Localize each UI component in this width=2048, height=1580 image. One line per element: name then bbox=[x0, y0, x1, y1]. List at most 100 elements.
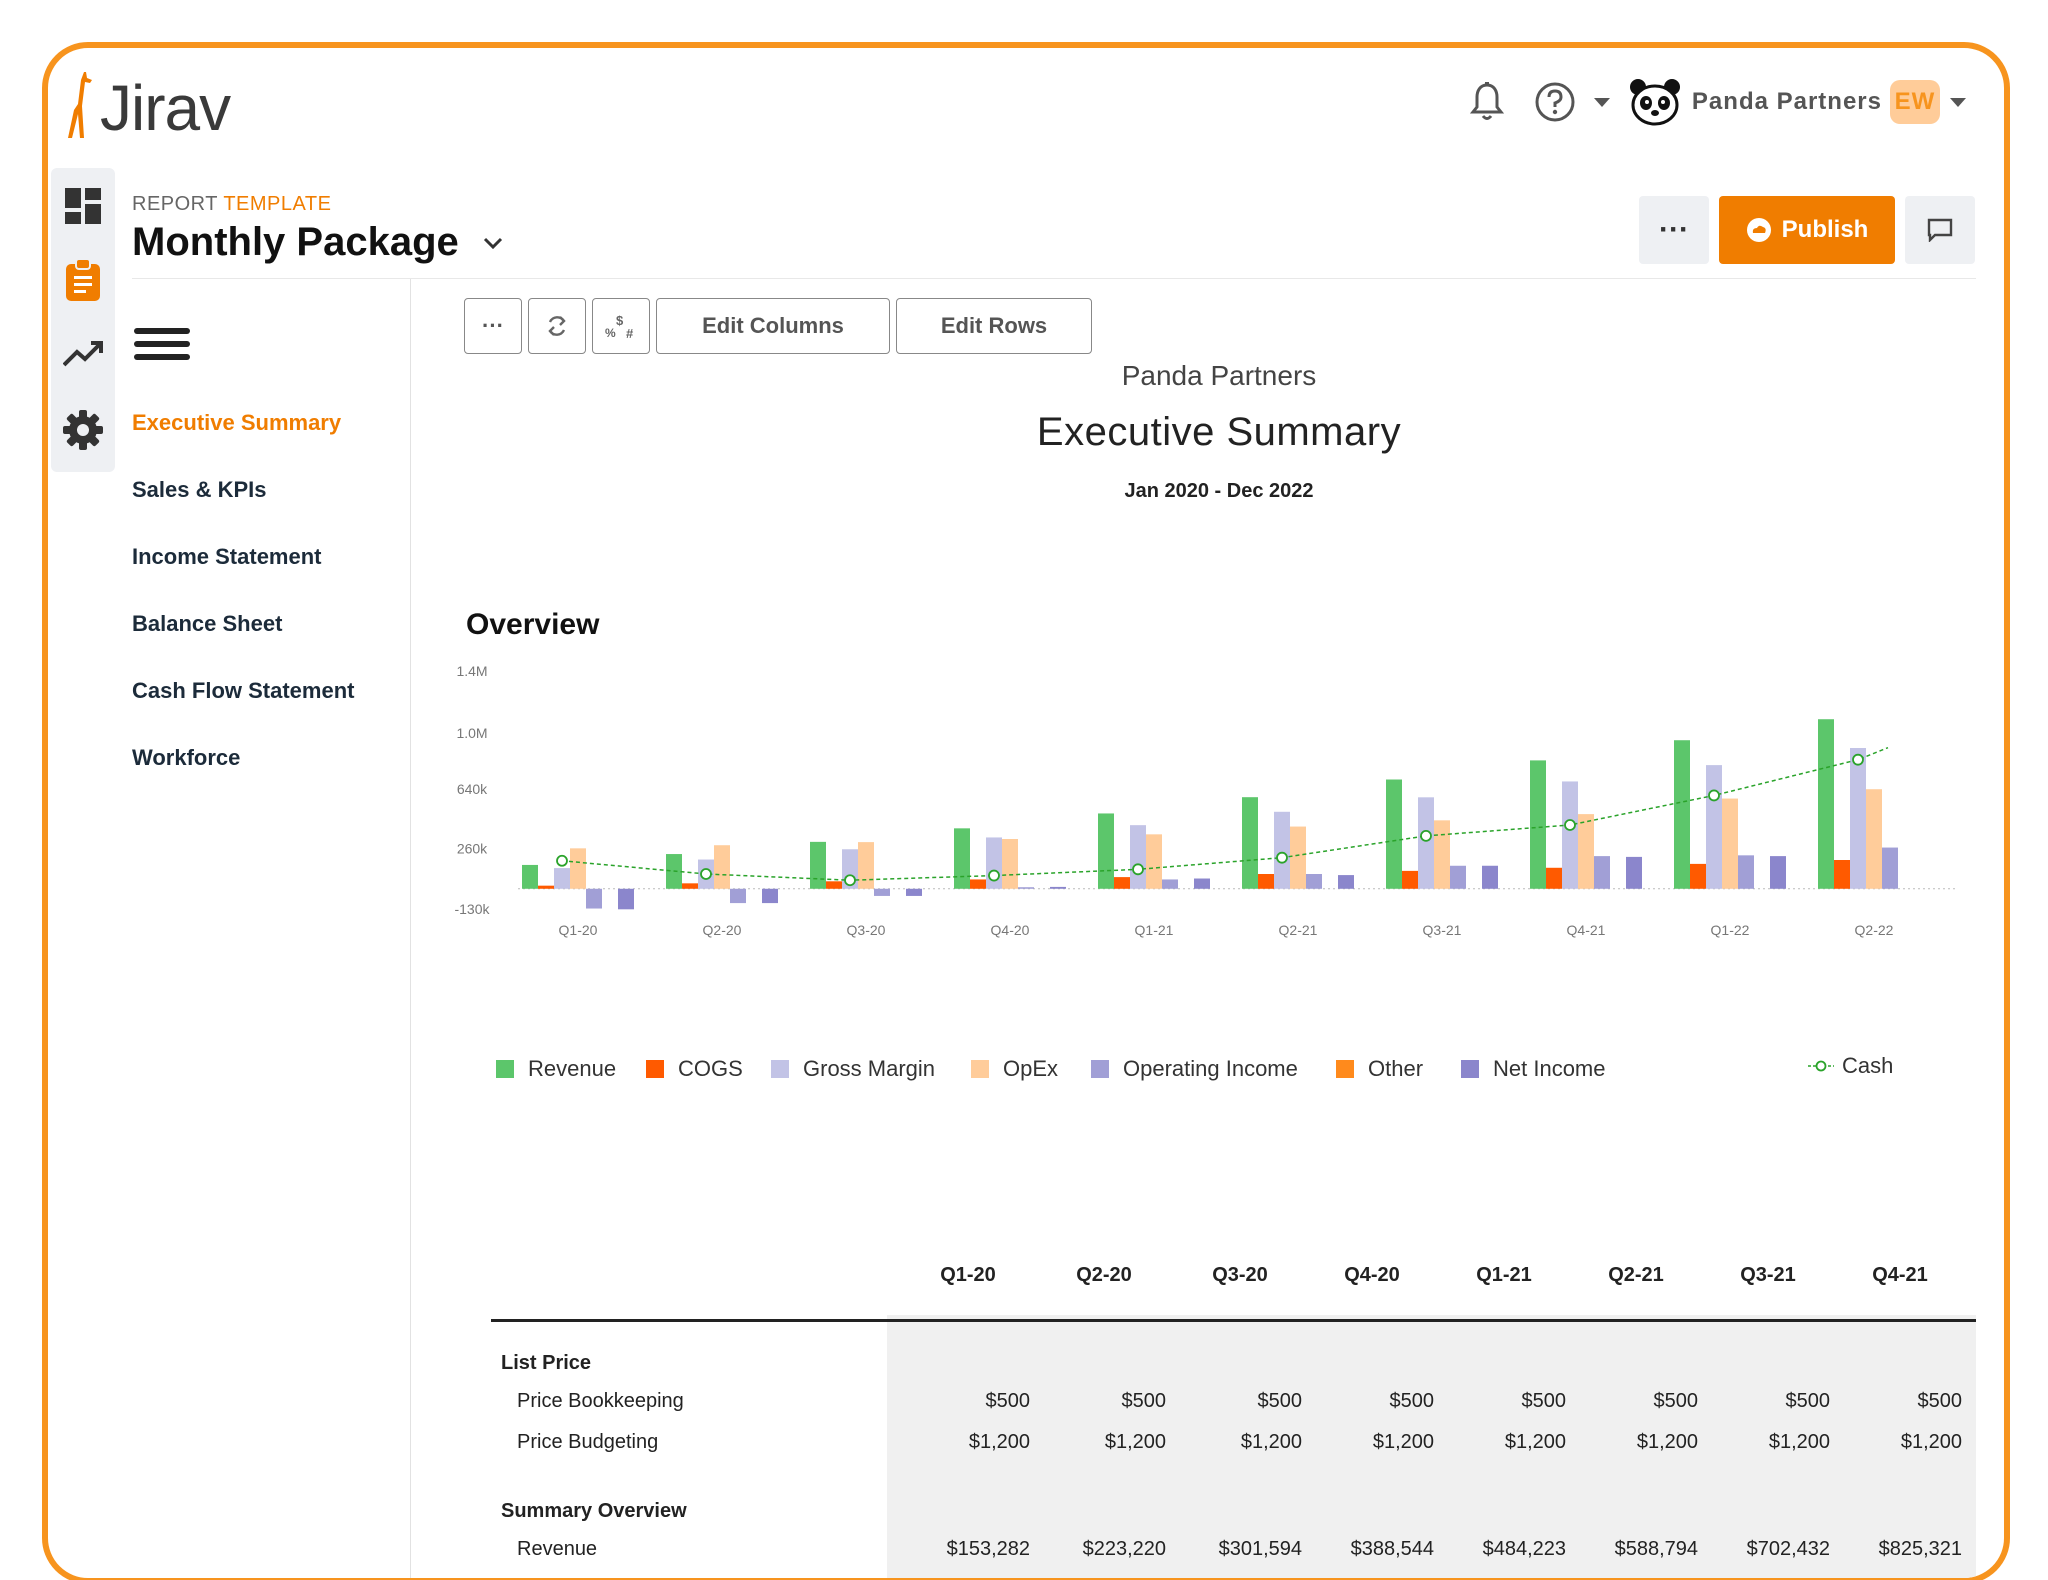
legend-item-gross-margin[interactable]: Gross Margin bbox=[771, 1056, 935, 1082]
number-format-button[interactable]: % $ # bbox=[592, 298, 650, 354]
row-label: List Price bbox=[501, 1352, 592, 1374]
chevron-down-icon[interactable] bbox=[1950, 97, 1966, 107]
table-cell[interactable]: $1,200 bbox=[1104, 1431, 1166, 1453]
bar-cogs bbox=[1690, 863, 1706, 889]
gear-icon[interactable] bbox=[51, 398, 115, 462]
table-cell[interactable]: $223,220 bbox=[1082, 1538, 1166, 1560]
legend-swatch bbox=[1461, 1060, 1479, 1078]
x-tick-label: Q2-21 bbox=[1279, 922, 1318, 938]
bar-operating-income bbox=[1594, 856, 1610, 889]
nav-item-income-statement[interactable]: Income Statement bbox=[132, 544, 322, 569]
table-cell[interactable]: $500 bbox=[1917, 1390, 1963, 1412]
table-cell[interactable]: $1,200 bbox=[1504, 1431, 1566, 1453]
legend-item-cogs[interactable]: COGS bbox=[646, 1056, 743, 1082]
legend-item-operating-income[interactable]: Operating Income bbox=[1091, 1056, 1298, 1082]
more-actions-button[interactable]: ··· bbox=[1639, 196, 1709, 264]
dashboard-icon[interactable] bbox=[51, 174, 115, 238]
jirav-logo[interactable]: Jirav bbox=[62, 70, 231, 140]
bar-cogs bbox=[682, 883, 698, 889]
bar-net-income bbox=[1050, 886, 1066, 889]
refresh-button[interactable] bbox=[528, 298, 586, 354]
nav-item-executive-summary[interactable]: Executive Summary bbox=[132, 410, 342, 435]
table-cell[interactable]: $388,544 bbox=[1350, 1538, 1434, 1560]
report-nav: Executive Summary Sales & KPIs Income St… bbox=[132, 410, 354, 812]
bar-opex bbox=[1290, 826, 1306, 889]
table-cell[interactable]: $1,200 bbox=[1768, 1431, 1830, 1453]
table-cell[interactable]: $1,200 bbox=[1636, 1431, 1698, 1453]
nav-item-balance-sheet[interactable]: Balance Sheet bbox=[132, 611, 283, 636]
panda-avatar[interactable] bbox=[1628, 77, 1682, 127]
table-cell[interactable]: $301,594 bbox=[1218, 1538, 1302, 1560]
bar-revenue bbox=[1386, 779, 1402, 889]
column-header[interactable]: Q4-21 bbox=[1872, 1264, 1928, 1286]
table-cell[interactable]: $825,321 bbox=[1878, 1538, 1962, 1560]
report-date-range: Jan 2020 - Dec 2022 bbox=[1124, 480, 1314, 502]
chevron-down-icon[interactable] bbox=[483, 237, 503, 249]
cash-point bbox=[556, 854, 568, 867]
nav-item-workforce[interactable]: Workforce bbox=[132, 745, 241, 770]
table-row: Price Budgeting $1,200 $1,200 $1,200 $1,… bbox=[491, 1431, 1976, 1471]
nav-item-cash-flow-statement[interactable]: Cash Flow Statement bbox=[132, 678, 355, 703]
table-cell[interactable]: $500 bbox=[1653, 1390, 1699, 1412]
table-cell[interactable]: $1,200 bbox=[1240, 1431, 1302, 1453]
org-name[interactable]: Panda Partners bbox=[1691, 88, 1882, 115]
edit-columns-button[interactable]: Edit Columns bbox=[656, 298, 890, 354]
legend-item-other[interactable]: Other bbox=[1336, 1056, 1423, 1082]
table-cell[interactable]: $153,282 bbox=[946, 1538, 1030, 1560]
table-cell[interactable]: $1,200 bbox=[968, 1431, 1030, 1453]
svg-text:#: # bbox=[626, 326, 634, 341]
bar-cogs bbox=[826, 881, 842, 889]
table-cell[interactable]: $500 bbox=[1389, 1390, 1435, 1412]
table-cell[interactable]: $500 bbox=[1785, 1390, 1831, 1412]
column-header[interactable]: Q4-20 bbox=[1344, 1264, 1400, 1286]
cash-point bbox=[844, 874, 856, 887]
table-cell[interactable]: $500 bbox=[985, 1390, 1031, 1412]
x-tick-label: Q4-21 bbox=[1567, 922, 1606, 938]
publish-button[interactable]: Publish bbox=[1719, 196, 1895, 264]
table-cell[interactable]: $702,432 bbox=[1746, 1538, 1830, 1560]
help-circle-icon[interactable] bbox=[1532, 79, 1578, 125]
column-header[interactable]: Q1-21 bbox=[1476, 1264, 1532, 1286]
legend-item-cash[interactable]: Cash bbox=[1808, 1053, 1893, 1079]
legend-swatch bbox=[1091, 1060, 1109, 1078]
comment-button[interactable] bbox=[1905, 196, 1975, 264]
table-cell[interactable]: $484,223 bbox=[1482, 1538, 1566, 1560]
clipboard-icon[interactable] bbox=[51, 248, 115, 312]
bar-revenue bbox=[810, 841, 826, 889]
table-cell[interactable]: $500 bbox=[1257, 1390, 1303, 1412]
hamburger-menu-icon[interactable] bbox=[134, 328, 190, 368]
legend-item-net-income[interactable]: Net Income bbox=[1461, 1056, 1606, 1082]
bar-operating-income bbox=[1738, 855, 1754, 889]
report-label-accent: TEMPLATE bbox=[223, 193, 332, 215]
toolbar-more-button[interactable]: ··· bbox=[464, 298, 522, 354]
number-format-icon: % $ # bbox=[605, 313, 634, 341]
table-cell[interactable]: $500 bbox=[1121, 1390, 1167, 1412]
edit-rows-button[interactable]: Edit Rows bbox=[896, 298, 1092, 354]
column-header[interactable]: Q3-20 bbox=[1212, 1264, 1268, 1286]
report-label-prefix: REPORT bbox=[132, 193, 218, 215]
legend-item-revenue[interactable]: Revenue bbox=[496, 1056, 616, 1082]
table-row-group: Summary Overview bbox=[491, 1500, 1976, 1540]
user-avatar[interactable]: EW bbox=[1890, 80, 1940, 124]
table-cell[interactable]: $588,794 bbox=[1614, 1538, 1698, 1560]
nav-item-sales-kpis[interactable]: Sales & KPIs bbox=[132, 477, 267, 502]
table-cell[interactable]: $1,200 bbox=[1372, 1431, 1434, 1453]
report-title-selector[interactable]: Monthly Package bbox=[132, 220, 503, 265]
bar-cogs bbox=[1402, 870, 1418, 889]
column-header[interactable]: Q3-21 bbox=[1740, 1264, 1796, 1286]
report-name: Executive Summary bbox=[1036, 410, 1402, 454]
column-header[interactable]: Q1-20 bbox=[940, 1264, 996, 1286]
table-cell[interactable]: $1,200 bbox=[1900, 1431, 1962, 1453]
legend-item-opex[interactable]: OpEx bbox=[971, 1056, 1058, 1082]
trend-up-icon[interactable] bbox=[51, 322, 115, 386]
column-header[interactable]: Q2-20 bbox=[1076, 1264, 1132, 1286]
column-header[interactable]: Q2-21 bbox=[1608, 1264, 1664, 1286]
cash-point bbox=[988, 869, 1000, 882]
bell-icon[interactable] bbox=[1464, 79, 1510, 125]
table-cell[interactable]: $500 bbox=[1521, 1390, 1567, 1412]
chevron-down-icon[interactable] bbox=[1593, 97, 1610, 107]
bar-revenue bbox=[954, 828, 970, 889]
x-tick-label: Q2-22 bbox=[1855, 922, 1894, 938]
icon-rail bbox=[51, 168, 115, 472]
legend-swatch bbox=[771, 1060, 789, 1078]
